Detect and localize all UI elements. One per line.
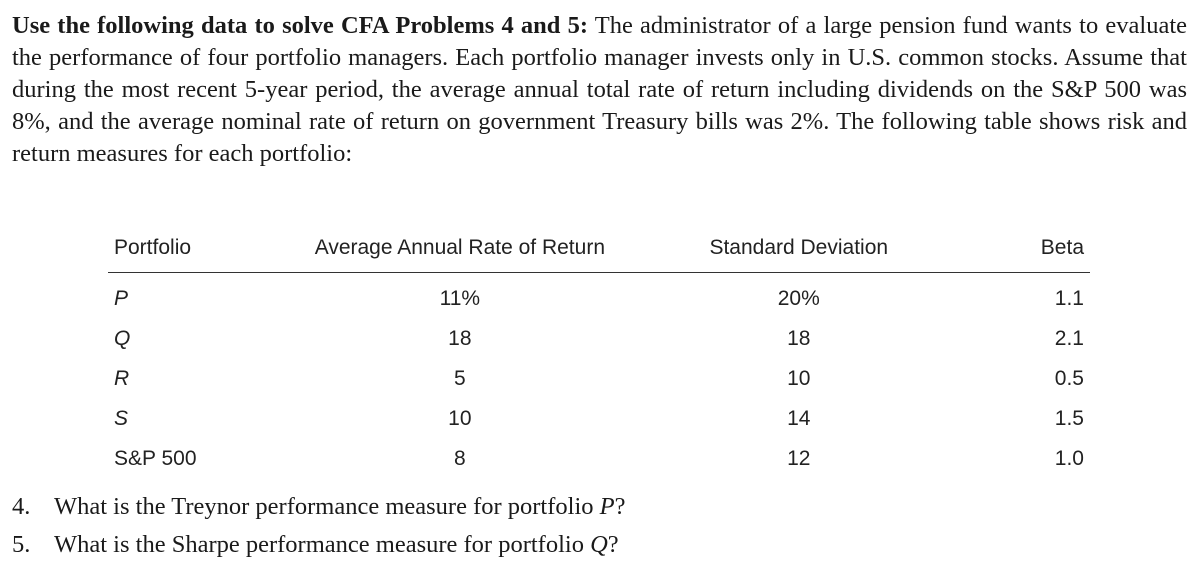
problem-body: The administrator of a large pension fun…: [12, 12, 1187, 167]
row-portfolio: S: [114, 407, 129, 430]
row-portfolio: P: [114, 287, 129, 310]
table-row: P 11% 20% 1.1: [108, 273, 1090, 320]
row-beta: 1.0: [1054, 447, 1084, 470]
row-std: 10: [787, 367, 811, 390]
row-return: 11%: [439, 287, 481, 310]
question-number: 4.: [12, 493, 31, 520]
row-beta: 1.1: [1054, 287, 1084, 310]
row-std: 18: [787, 327, 811, 350]
question-5: 5. What is the Sharpe performance measure…: [12, 526, 625, 564]
row-return: 5: [454, 367, 466, 390]
header-beta: Beta: [961, 234, 1090, 273]
question-target: Q: [590, 531, 608, 558]
row-beta: 0.5: [1054, 367, 1084, 390]
row-beta: 1.5: [1054, 407, 1084, 430]
row-return: 18: [448, 327, 472, 350]
table-row: R 5 10 0.5: [108, 359, 1090, 399]
question-4: 4. What is the Treynor performance measur…: [12, 488, 625, 526]
row-portfolio: Q: [114, 327, 131, 350]
table-row: S 10 14 1.5: [108, 399, 1090, 439]
portfolio-table: Portfolio Average Annual Rate of Return …: [108, 234, 1090, 479]
row-portfolio: S&P 500: [114, 447, 197, 470]
question-number: 5.: [12, 531, 31, 558]
question-text: What is the Treynor performance measure …: [54, 493, 600, 520]
table-header-row: Portfolio Average Annual Rate of Return …: [108, 234, 1090, 273]
row-beta: 2.1: [1054, 327, 1084, 350]
row-portfolio: R: [114, 367, 130, 390]
question-end: ?: [614, 493, 626, 520]
table-row: Q 18 18 2.1: [108, 319, 1090, 359]
header-std: Standard Deviation: [636, 234, 962, 273]
problem-lead: Use the following data to solve CFA Prob…: [12, 12, 589, 39]
problem-intro: Use the following data to solve CFA Prob…: [12, 10, 1187, 170]
row-return: 10: [448, 407, 472, 430]
row-return: 8: [454, 447, 466, 470]
table-row: S&P 500 8 12 1.0: [108, 439, 1090, 479]
question-text: What is the Sharpe performance measure f…: [54, 531, 591, 558]
row-std: 12: [787, 447, 811, 470]
question-target: P: [599, 493, 615, 520]
question-list: 4. What is the Treynor performance measur…: [12, 488, 625, 564]
row-std: 14: [787, 407, 811, 430]
header-return: Average Annual Rate of Return: [283, 234, 637, 273]
header-portfolio: Portfolio: [108, 234, 284, 273]
row-std: 20%: [777, 287, 820, 310]
question-end: ?: [607, 531, 619, 558]
